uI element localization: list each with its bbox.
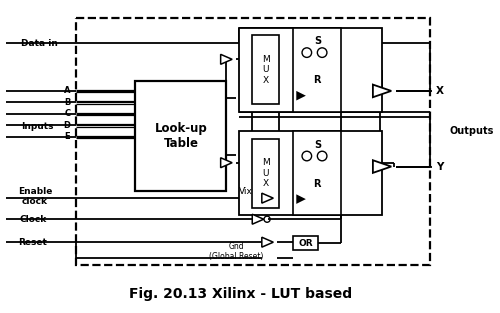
- Bar: [252, 35, 279, 104]
- Text: Fig. 20.13 Xilinx - LUT based: Fig. 20.13 Xilinx - LUT based: [129, 287, 352, 301]
- Bar: [294, 131, 342, 215]
- Polygon shape: [220, 54, 232, 64]
- Text: R: R: [314, 75, 321, 85]
- Text: OR: OR: [298, 239, 313, 248]
- Bar: [136, 81, 226, 192]
- Text: M
U
X: M U X: [262, 55, 270, 85]
- Bar: [76, 18, 430, 265]
- Polygon shape: [296, 91, 306, 100]
- Polygon shape: [220, 158, 232, 168]
- Text: Look-up
Table: Look-up Table: [154, 122, 208, 150]
- Polygon shape: [373, 160, 392, 173]
- Polygon shape: [252, 214, 264, 224]
- Text: D: D: [64, 121, 70, 130]
- Polygon shape: [262, 193, 274, 203]
- Text: R: R: [314, 179, 321, 189]
- Polygon shape: [373, 85, 392, 97]
- Text: A: A: [64, 86, 70, 95]
- Text: Clock: Clock: [20, 215, 46, 224]
- Text: Inputs: Inputs: [22, 122, 54, 131]
- Text: S: S: [314, 36, 321, 46]
- Text: Enable
clock: Enable clock: [18, 187, 52, 206]
- Text: X: X: [436, 86, 444, 96]
- Bar: [239, 131, 382, 215]
- Text: B: B: [64, 98, 70, 107]
- Bar: [294, 236, 318, 250]
- Polygon shape: [262, 237, 274, 247]
- Bar: [294, 28, 342, 112]
- Text: Gnd
(Global Reset): Gnd (Global Reset): [209, 242, 263, 261]
- Text: S: S: [314, 140, 321, 150]
- Text: M
U
X: M U X: [262, 158, 270, 188]
- Bar: [239, 28, 382, 112]
- Text: Reset: Reset: [18, 238, 48, 247]
- Text: Y: Y: [436, 162, 444, 172]
- Polygon shape: [296, 194, 306, 204]
- Text: C: C: [64, 109, 70, 118]
- Bar: [252, 139, 279, 208]
- Text: Vix: Vix: [238, 187, 252, 196]
- Text: Outputs: Outputs: [450, 126, 494, 136]
- Text: E: E: [64, 132, 70, 141]
- Text: Data in: Data in: [22, 38, 58, 48]
